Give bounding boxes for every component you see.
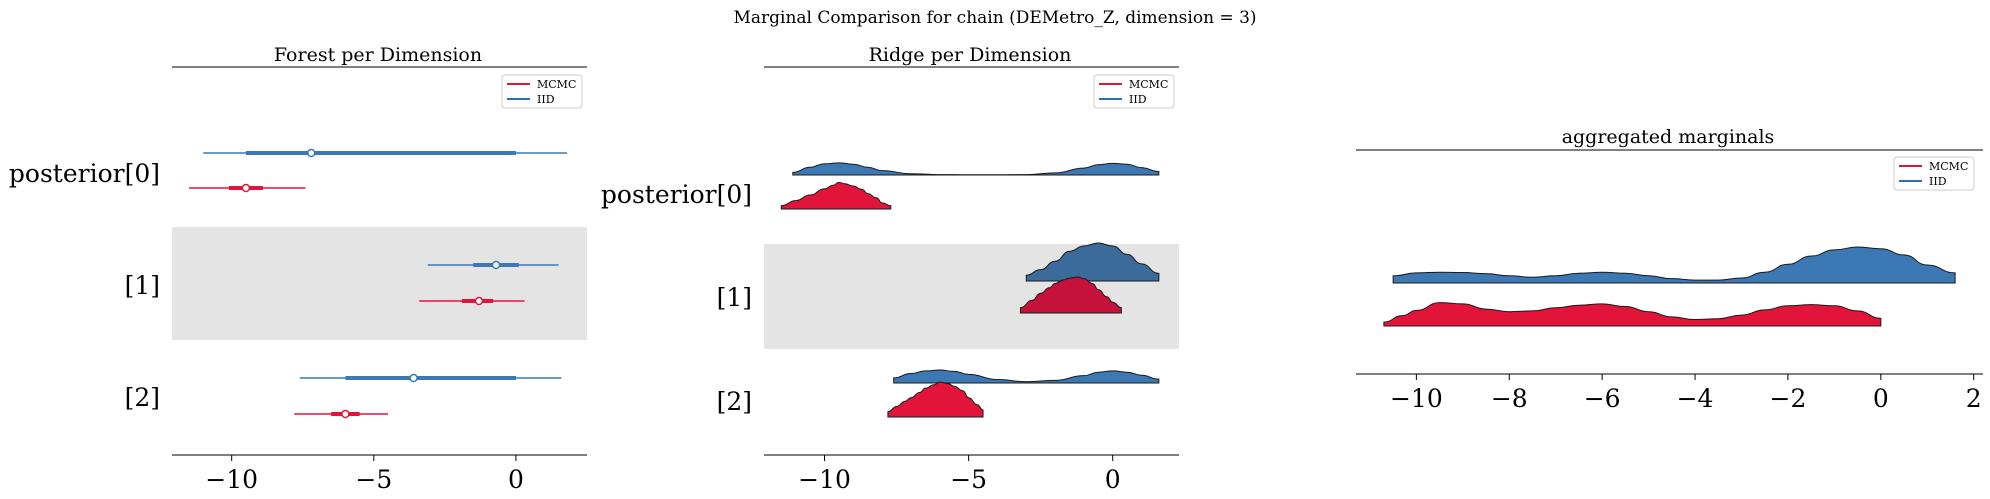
forest-iid-median-point	[307, 148, 316, 158]
aggregated-tick-label: −2	[1770, 384, 1807, 413]
aggregated-tick-label: −8	[1491, 384, 1528, 413]
ridge-mcmc-density	[887, 381, 984, 418]
forest-iid-median-point	[409, 373, 418, 383]
ridge-y-label: [1]	[717, 283, 752, 312]
ridge-legend: MCMC IID	[1093, 74, 1175, 109]
ridge-tick-label: 0	[1105, 465, 1121, 494]
forest-iid-median-point	[491, 260, 501, 270]
forest-tick-label: −10	[205, 465, 258, 494]
ridge-mcmc-density	[780, 181, 892, 210]
aggregated-mcmc-density	[1383, 302, 1882, 327]
ridge-iid-density	[893, 369, 1160, 384]
ridge-legend-mcmc-label: MCMC	[1129, 78, 1168, 91]
forest-panel-title: Forest per Dimension	[274, 44, 482, 66]
aggregated-tick-label: 0	[1873, 384, 1889, 413]
ridge-mcmc-density	[1019, 276, 1122, 314]
forest-band-dim1	[172, 227, 587, 340]
ridge-y-label: [2]	[717, 387, 752, 416]
aggregated-panel: aggregated marginals −10 −8 −6 −4 −2 0 2 MCMC …	[1356, 126, 1983, 413]
aggregated-tick-label: −4	[1677, 384, 1714, 413]
ridge-tick-label: −10	[798, 465, 851, 494]
ridge-plot-area: −10 −5 0 posterior[0] [1] [2]	[601, 66, 1179, 494]
forest-mcmc-median-point	[241, 183, 251, 193]
aggregated-legend: MCMC IID	[1893, 156, 1975, 191]
forest-y-label: posterior[0]	[9, 159, 160, 188]
aggregated-iid-density	[1392, 246, 1956, 284]
aggregated-tick-label: −6	[1584, 384, 1621, 413]
forest-panel: Forest per Dimension −10 −5 0 posterior[0] […	[9, 44, 587, 494]
forest-legend-mcmc-label: MCMC	[537, 78, 576, 91]
forest-mcmc-median-point	[341, 409, 350, 419]
aggregated-legend-iid-label: IID	[1929, 175, 1947, 188]
figure-title: Marginal Comparison for chain (DEMetro_Z…	[733, 8, 1256, 28]
ridge-iid-density	[792, 162, 1160, 176]
forest-plot-area: −10 −5 0 posterior[0] [1] [2]	[9, 66, 587, 494]
ridge-panel-title: Ridge per Dimension	[869, 44, 1072, 66]
aggregated-legend-mcmc-label: MCMC	[1929, 160, 1968, 173]
ridge-legend-iid-label: IID	[1129, 93, 1147, 106]
forest-y-label: [1]	[125, 271, 160, 300]
forest-tick-label: −5	[355, 465, 392, 494]
forest-mcmc-median-point	[474, 296, 484, 306]
aggregated-tick-label: −10	[1390, 384, 1443, 413]
forest-tick-label: 0	[508, 465, 524, 494]
aggregated-panel-title: aggregated marginals	[1562, 126, 1775, 148]
ridge-panel: Ridge per Dimension −10 −5 0 posterior[0] [1…	[601, 44, 1179, 494]
forest-legend-iid-label: IID	[537, 93, 555, 106]
ridge-iid-density	[1025, 242, 1160, 282]
forest-legend: MCMC IID	[501, 74, 583, 109]
forest-y-label: [2]	[125, 383, 160, 412]
ridge-tick-label: −5	[950, 465, 987, 494]
aggregated-plot-area: −10 −8 −6 −4 −2 0 2	[1356, 149, 1983, 413]
ridge-y-label: posterior[0]	[601, 180, 752, 209]
aggregated-tick-label: 2	[1966, 384, 1982, 413]
